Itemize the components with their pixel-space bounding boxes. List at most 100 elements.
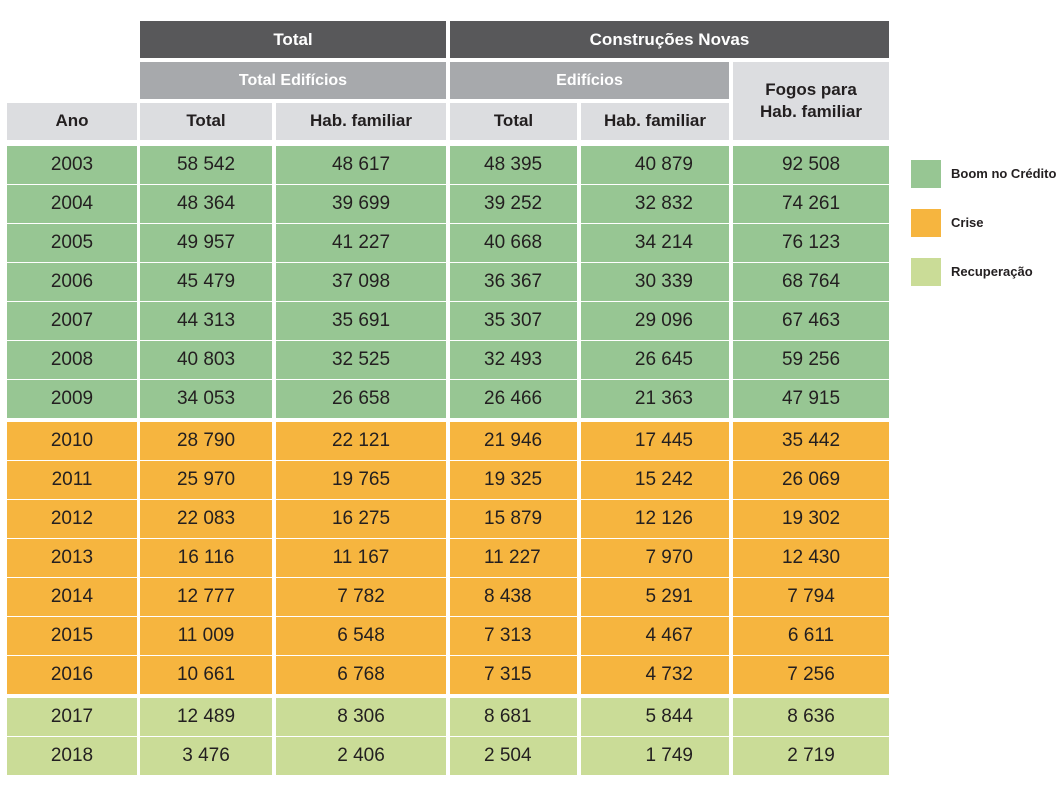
year-cell: 2007 xyxy=(7,302,137,340)
buildings-total-cell: 15 879 xyxy=(450,500,577,538)
year-cell: 2010 xyxy=(7,422,137,460)
legend-swatch xyxy=(911,160,941,188)
total-buildings-total-cell: 40 803 xyxy=(140,341,272,379)
buildings-total-cell: 19 325 xyxy=(450,461,577,499)
buildings-total-cell: 8 681 xyxy=(450,698,577,736)
buildings-total-cell: 40 668 xyxy=(450,224,577,262)
total-buildings-total-cell: 48 364 xyxy=(140,185,272,223)
dwellings-family-cell: 47 915 xyxy=(733,380,889,418)
year-cell: 2011 xyxy=(7,461,137,499)
buildings-total-cell: 39 252 xyxy=(450,185,577,223)
legend-label: Crise xyxy=(951,215,984,230)
legend-swatch xyxy=(911,209,941,237)
dwellings-family-cell: 92 508 xyxy=(733,146,889,184)
total-buildings-family-cell: 2 406 xyxy=(276,737,446,775)
buildings-family-cell: 12 126 xyxy=(581,500,729,538)
total-buildings-total-cell: 3 476 xyxy=(140,737,272,775)
legend-label: Recuperação xyxy=(951,264,1033,279)
total-buildings-family-cell: 22 121 xyxy=(276,422,446,460)
buildings-family-cell: 17 445 xyxy=(581,422,729,460)
total-buildings-total-cell: 12 777 xyxy=(140,578,272,616)
year-cell: 2008 xyxy=(7,341,137,379)
dwellings-family-cell: 19 302 xyxy=(733,500,889,538)
buildings-family-cell: 5 291 xyxy=(581,578,729,616)
year-cell: 2004 xyxy=(7,185,137,223)
header-dwellings-family-line2: Hab. familiar xyxy=(759,102,863,121)
buildings-total-cell: 48 395 xyxy=(450,146,577,184)
buildings-family-cell: 21 363 xyxy=(581,380,729,418)
total-buildings-total-cell: 25 970 xyxy=(140,461,272,499)
total-buildings-total-cell: 16 116 xyxy=(140,539,272,577)
buildings-family-cell: 40 879 xyxy=(581,146,729,184)
dwellings-family-cell: 74 261 xyxy=(733,185,889,223)
header-buildings-family: Hab. familiar xyxy=(581,103,729,140)
year-cell: 2015 xyxy=(7,617,137,655)
dwellings-family-cell: 35 442 xyxy=(733,422,889,460)
header-new-construction-group: Construções Novas xyxy=(450,21,889,58)
buildings-total-cell: 21 946 xyxy=(450,422,577,460)
buildings-family-cell: 4 467 xyxy=(581,617,729,655)
buildings-total-cell: 7 315 xyxy=(450,656,577,694)
buildings-family-cell: 4 732 xyxy=(581,656,729,694)
total-buildings-family-cell: 19 765 xyxy=(276,461,446,499)
buildings-total-cell: 36 367 xyxy=(450,263,577,301)
total-buildings-total-cell: 22 083 xyxy=(140,500,272,538)
header-year: Ano xyxy=(7,103,137,140)
total-buildings-family-cell: 37 098 xyxy=(276,263,446,301)
dwellings-family-cell: 7 794 xyxy=(733,578,889,616)
year-cell: 2017 xyxy=(7,698,137,736)
total-buildings-total-cell: 49 957 xyxy=(140,224,272,262)
legend-label: Boom no Crédito xyxy=(951,166,1057,181)
buildings-total-cell: 2 504 xyxy=(450,737,577,775)
dwellings-family-cell: 26 069 xyxy=(733,461,889,499)
header-buildings: Edifícios xyxy=(450,62,729,99)
buildings-total-cell: 26 466 xyxy=(450,380,577,418)
buildings-family-cell: 34 214 xyxy=(581,224,729,262)
total-buildings-family-cell: 7 782 xyxy=(276,578,446,616)
header-total-buildings-family: Hab. familiar xyxy=(276,103,446,140)
total-buildings-total-cell: 11 009 xyxy=(140,617,272,655)
buildings-family-cell: 29 096 xyxy=(581,302,729,340)
total-buildings-family-cell: 6 768 xyxy=(276,656,446,694)
legend-swatch xyxy=(911,258,941,286)
buildings-total-cell: 32 493 xyxy=(450,341,577,379)
year-cell: 2016 xyxy=(7,656,137,694)
dwellings-family-cell: 59 256 xyxy=(733,341,889,379)
buildings-total-cell: 11 227 xyxy=(450,539,577,577)
year-cell: 2014 xyxy=(7,578,137,616)
year-cell: 2009 xyxy=(7,380,137,418)
total-buildings-total-cell: 12 489 xyxy=(140,698,272,736)
buildings-family-cell: 5 844 xyxy=(581,698,729,736)
buildings-family-cell: 1 749 xyxy=(581,737,729,775)
total-buildings-total-cell: 44 313 xyxy=(140,302,272,340)
dwellings-family-cell: 7 256 xyxy=(733,656,889,694)
total-buildings-family-cell: 35 691 xyxy=(276,302,446,340)
header-total-buildings: Total Edifícios xyxy=(140,62,446,99)
total-buildings-total-cell: 45 479 xyxy=(140,263,272,301)
buildings-family-cell: 15 242 xyxy=(581,461,729,499)
total-buildings-family-cell: 11 167 xyxy=(276,539,446,577)
dwellings-family-cell: 2 719 xyxy=(733,737,889,775)
header-total-group: Total xyxy=(140,21,446,58)
buildings-total-cell: 8 438 xyxy=(450,578,577,616)
year-cell: 2003 xyxy=(7,146,137,184)
dwellings-family-cell: 67 463 xyxy=(733,302,889,340)
total-buildings-total-cell: 28 790 xyxy=(140,422,272,460)
total-buildings-total-cell: 58 542 xyxy=(140,146,272,184)
total-buildings-total-cell: 34 053 xyxy=(140,380,272,418)
buildings-total-cell: 35 307 xyxy=(450,302,577,340)
dwellings-family-cell: 6 611 xyxy=(733,617,889,655)
buildings-family-cell: 7 970 xyxy=(581,539,729,577)
dwellings-family-cell: 12 430 xyxy=(733,539,889,577)
dwellings-family-cell: 68 764 xyxy=(733,263,889,301)
year-cell: 2005 xyxy=(7,224,137,262)
year-cell: 2006 xyxy=(7,263,137,301)
header-total-buildings-total: Total xyxy=(140,103,272,140)
year-cell: 2013 xyxy=(7,539,137,577)
total-buildings-family-cell: 48 617 xyxy=(276,146,446,184)
total-buildings-family-cell: 32 525 xyxy=(276,341,446,379)
buildings-family-cell: 30 339 xyxy=(581,263,729,301)
total-buildings-total-cell: 10 661 xyxy=(140,656,272,694)
total-buildings-family-cell: 8 306 xyxy=(276,698,446,736)
